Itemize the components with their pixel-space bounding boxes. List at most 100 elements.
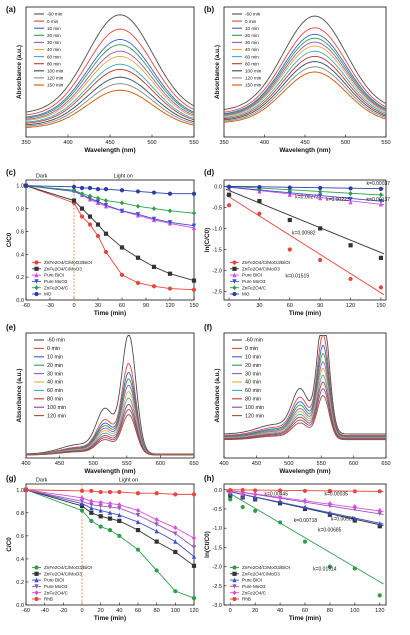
rate-constant-label: k=0.01914 — [313, 566, 337, 572]
legend-marker — [232, 577, 237, 583]
spectrum-line-4 — [223, 353, 386, 438]
data-point — [135, 189, 141, 194]
data-point — [327, 564, 333, 569]
fit-line-3 — [225, 186, 385, 206]
legend-label: 100 min — [245, 69, 262, 74]
data-point — [240, 504, 245, 510]
legend-label: ZnFe2O4/C/MoO3/BiOI — [242, 565, 290, 570]
rate-constant-label: k=0.00272 — [295, 194, 319, 200]
chart-panel-2: (b) 350 400 450 500 550 Wavelength (nm) Absorba… — [204, 5, 391, 154]
legend-label: 150 min — [245, 83, 262, 88]
fit-line-1 — [226, 491, 384, 585]
panel-label: (b) — [204, 5, 215, 14]
data-point — [79, 191, 85, 197]
x-tick-label: 500 — [284, 461, 293, 467]
legend-label: 10 min — [245, 26, 259, 31]
legend-label: Pure BiOI — [242, 273, 262, 278]
rate-constant-label: k=0.01519 — [286, 274, 310, 280]
x-axis-label: Time (min) — [289, 615, 321, 622]
x-tick-label: 550 — [317, 461, 326, 467]
data-point — [327, 488, 333, 494]
data-point — [257, 185, 262, 190]
panel-label: (f) — [204, 323, 212, 332]
data-point — [95, 233, 101, 239]
data-point — [277, 488, 283, 493]
legend-label: 120 min — [245, 413, 264, 419]
chart-panel-7: (g) -60 -40 -20 0 20 40 60 80 100 120 0.0 0.2 0.4 0.6 0… — [6, 474, 199, 622]
data-point — [89, 502, 94, 508]
spectrum-line-8 — [25, 68, 195, 124]
data-point — [154, 522, 159, 527]
x-tick-label: 550 — [189, 140, 198, 146]
data-point — [103, 187, 109, 192]
data-point — [79, 503, 85, 508]
y-tick-label: 0.2 — [16, 580, 24, 586]
data-point — [103, 231, 109, 236]
data-point — [151, 206, 157, 212]
legend-label: -60 min — [245, 338, 263, 344]
data-point — [167, 271, 173, 276]
data-point — [191, 554, 197, 559]
legend-marker — [34, 266, 39, 271]
x-tick-label: 90 — [143, 303, 149, 309]
data-point — [191, 191, 197, 196]
data-point — [378, 192, 384, 198]
x-tick-label: 550 — [381, 140, 390, 146]
y-tick-label: -0.5 — [212, 205, 222, 211]
data-point — [151, 216, 157, 222]
data-point — [79, 206, 85, 211]
data-point — [107, 527, 113, 533]
data-point — [23, 183, 29, 188]
x-tick-label: 150 — [376, 303, 385, 309]
data-point — [240, 488, 245, 493]
legend-label: ZnFe2O4/C/MoO3 — [44, 571, 82, 576]
y-tick-label: -2.0 — [212, 565, 222, 571]
data-point — [135, 212, 141, 217]
data-point — [107, 510, 113, 515]
spectrum-line-9 — [25, 76, 195, 126]
x-tick-label: 350 — [21, 140, 30, 146]
plot-frame — [223, 332, 387, 459]
data-point — [103, 198, 109, 204]
data-point — [240, 491, 245, 497]
data-point — [318, 226, 323, 231]
data-point — [135, 508, 141, 514]
data-point — [173, 549, 178, 555]
x-tick-label: 60 — [287, 303, 293, 309]
legend-label: RhB — [242, 597, 251, 602]
y-tick-label: 0.6 — [16, 534, 24, 540]
x-tick-label: 600 — [349, 461, 358, 467]
fit-line-4 — [225, 186, 385, 202]
spectrum-line-10 — [223, 66, 387, 122]
legend-label: 20 min — [245, 363, 261, 369]
data-point — [154, 539, 159, 544]
plot-frame — [25, 483, 195, 606]
data-point — [327, 501, 333, 507]
data-point — [98, 489, 103, 495]
data-point — [277, 520, 283, 525]
data-point — [378, 198, 384, 204]
data-point — [167, 286, 173, 291]
y-tick-label: 1.0 — [16, 184, 24, 190]
y-tick-label: 0.2 — [16, 275, 24, 281]
data-point — [98, 524, 103, 529]
data-point — [107, 501, 113, 507]
y-tick-label: 0.0 — [214, 488, 222, 494]
legend-label: 20 min — [47, 33, 61, 38]
y-axis-label: Absorbance (a.u.) — [214, 45, 221, 99]
rate-constant-label: k=0.00505 — [331, 517, 355, 523]
data-point — [191, 595, 197, 601]
legend-label: Pure MoO3 — [44, 279, 68, 284]
series-line-3 — [25, 489, 195, 557]
panel-label: (c) — [6, 168, 16, 177]
legend-label: 80 min — [47, 397, 63, 403]
y-axis-label: C/C0 — [6, 232, 13, 247]
y-tick-label: 0.6 — [16, 229, 24, 235]
data-point — [154, 517, 159, 523]
plot-frame — [25, 332, 195, 459]
legend-label: 100 min — [245, 405, 264, 411]
data-point — [79, 488, 85, 494]
x-tick-label: 350 — [219, 140, 228, 146]
spectrum-line-1 — [25, 335, 194, 455]
data-point — [79, 495, 85, 501]
